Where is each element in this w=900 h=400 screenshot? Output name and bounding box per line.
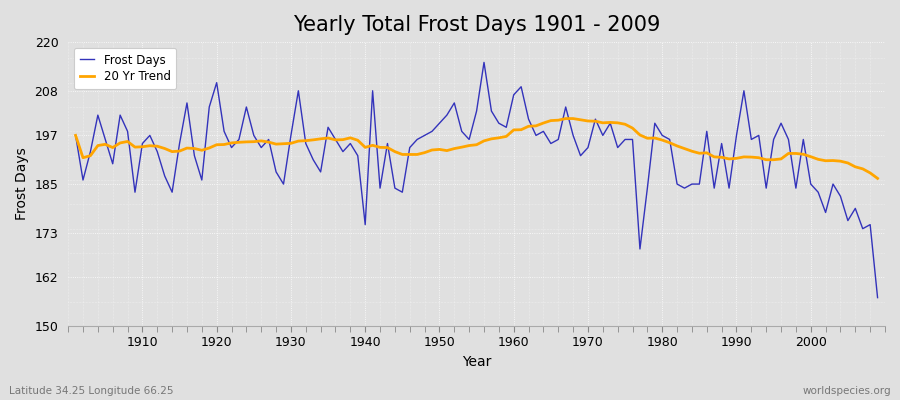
Frost Days [338,149,348,154]
Frost Days [70,133,81,138]
20 Yr Trend [501,134,512,139]
Text: Latitude 34.25 Longitude 66.25: Latitude 34.25 Longitude 66.25 [9,386,174,396]
Line: Frost Days: Frost Days [76,62,878,298]
Line: 20 Yr Trend: 20 Yr Trend [76,118,878,178]
20 Yr Trend [338,137,348,142]
20 Yr Trend [508,128,519,132]
Frost Days [508,92,519,97]
X-axis label: Year: Year [462,355,491,369]
Frost Days [479,60,490,65]
20 Yr Trend [293,139,304,144]
Frost Days [516,84,526,89]
20 Yr Trend [130,145,140,150]
Frost Days [293,88,304,93]
20 Yr Trend [70,133,81,138]
Legend: Frost Days, 20 Yr Trend: Frost Days, 20 Yr Trend [74,48,176,89]
20 Yr Trend [872,176,883,181]
Frost Days [872,295,883,300]
20 Yr Trend [605,120,616,125]
Frost Days [130,190,140,194]
Title: Yearly Total Frost Days 1901 - 2009: Yearly Total Frost Days 1901 - 2009 [292,15,661,35]
Frost Days [605,121,616,126]
Y-axis label: Frost Days: Frost Days [15,148,29,220]
20 Yr Trend [561,116,572,121]
Text: worldspecies.org: worldspecies.org [803,386,891,396]
